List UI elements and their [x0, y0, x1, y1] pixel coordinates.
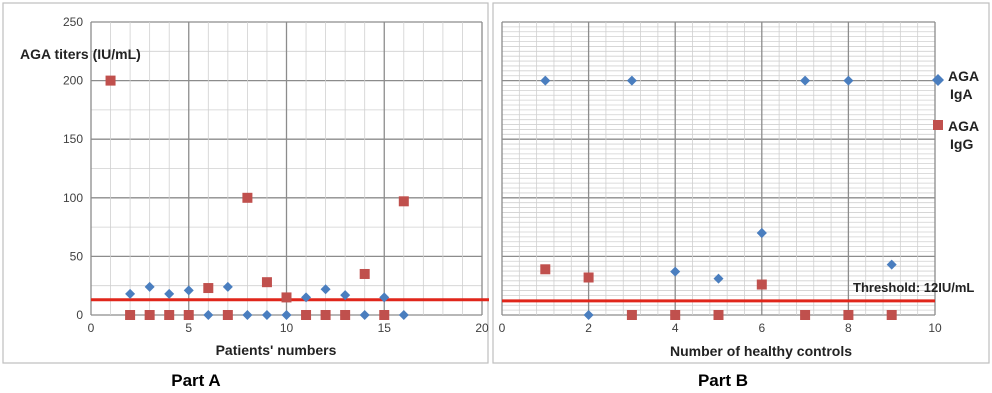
chart-a-ylabel: AGA titers (IU/mL) [20, 46, 141, 62]
chart-b-points [540, 75, 897, 320]
igg-point [359, 268, 370, 279]
legend-iga-marker [932, 74, 944, 86]
chart-b-threshold-label: Threshold: 12IU/mL [853, 280, 974, 295]
igg-point [144, 310, 155, 320]
iga-point [800, 75, 811, 86]
y-tick-label: 50 [70, 249, 84, 263]
chart-a-grid [90, 21, 483, 316]
chart-a-frame [2, 2, 489, 364]
igg-point [398, 196, 409, 207]
iga-point [670, 266, 681, 277]
igg-point [125, 310, 136, 320]
iga-point [144, 281, 155, 292]
igg-point [222, 310, 233, 320]
igg-point [626, 310, 637, 320]
chart-a-xlabel: Patients' numbers [216, 342, 337, 358]
iga-point [301, 292, 312, 303]
legend-igg-line2: IgG [950, 136, 973, 152]
iga-point [203, 310, 214, 320]
igg-point [800, 310, 811, 320]
igg-point [756, 279, 767, 290]
iga-point [164, 288, 175, 299]
legend-igg-line1: AGA [948, 118, 979, 134]
iga-point [843, 75, 854, 86]
iga-point [183, 285, 194, 296]
x-tick-label: 10 [928, 321, 942, 335]
legend-iga-line1: AGA [948, 68, 979, 84]
chart-a-points [105, 75, 409, 320]
y-tick-label: 150 [63, 132, 83, 146]
chart-b-grid [501, 21, 936, 316]
y-tick-label: 250 [63, 15, 83, 29]
iga-point [281, 310, 292, 320]
part-b-label: Part B [698, 371, 748, 390]
x-tick-label: 2 [585, 321, 592, 335]
igg-point [886, 310, 897, 320]
iga-point [540, 75, 551, 86]
legend-igg-marker [933, 120, 943, 130]
igg-point [242, 192, 253, 203]
chart-b-tick-labels: 0 2 4 6 8 10 [499, 321, 942, 335]
iga-point [320, 284, 331, 295]
iga-point [626, 75, 637, 86]
igg-point [203, 283, 214, 294]
igg-point [281, 292, 292, 303]
igg-point [379, 310, 390, 320]
iga-point [261, 310, 272, 320]
x-tick-label: 5 [185, 321, 192, 335]
iga-point [379, 292, 390, 303]
iga-point [242, 310, 253, 320]
iga-point [756, 227, 767, 238]
igg-point [320, 310, 331, 320]
y-tick-label: 200 [63, 74, 83, 88]
x-tick-label: 6 [758, 321, 765, 335]
x-tick-label: 15 [378, 321, 392, 335]
x-tick-label: 20 [475, 321, 489, 335]
x-tick-label: 0 [499, 321, 506, 335]
igg-point [843, 310, 854, 320]
iga-point [713, 273, 724, 284]
x-tick-label: 4 [672, 321, 679, 335]
y-tick-label: 0 [76, 308, 83, 322]
iga-point [583, 310, 594, 320]
part-a-label: Part A [171, 371, 220, 390]
igg-point [713, 310, 724, 320]
igg-point [105, 75, 116, 86]
chart-b-xlabel: Number of healthy controls [670, 343, 852, 359]
iga-point [359, 310, 370, 320]
iga-point [886, 259, 897, 270]
legend-iga-line2: IgA [950, 86, 973, 102]
x-tick-label: 10 [280, 321, 294, 335]
igg-point [164, 310, 175, 320]
iga-point [340, 290, 351, 301]
igg-point [261, 277, 272, 288]
y-tick-label: 100 [63, 191, 83, 205]
igg-point [583, 272, 594, 283]
iga-point [222, 281, 233, 292]
x-tick-label: 8 [845, 321, 852, 335]
igg-point [183, 310, 194, 320]
igg-point [340, 310, 351, 320]
igg-point [540, 264, 551, 275]
iga-point [125, 288, 136, 299]
igg-point [670, 310, 681, 320]
igg-point [301, 310, 312, 320]
chart-b-legend: AGA IgA AGA IgG [932, 68, 979, 152]
x-tick-label: 0 [88, 321, 95, 335]
iga-point [398, 310, 409, 320]
